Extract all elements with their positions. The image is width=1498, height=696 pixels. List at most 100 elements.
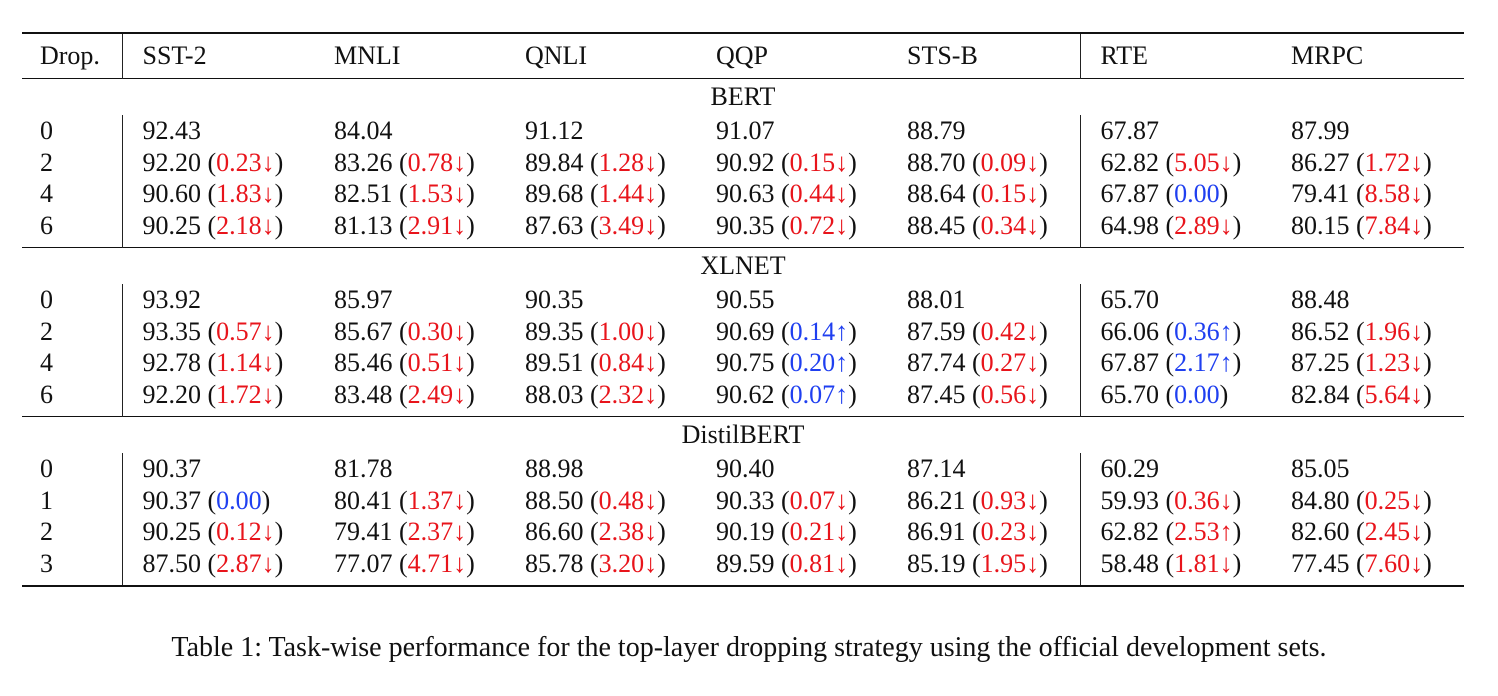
score-delta: 2.87↓ [216, 548, 275, 578]
score-delta: 0.36↑ [1174, 316, 1233, 346]
header-drop: Drop. [22, 32, 123, 79]
score-cell: 90.37 (0.00) [142, 485, 271, 515]
score-delta: 0.56↓ [980, 379, 1040, 409]
score-value: 92.78 [142, 348, 202, 377]
score-delta: 2.91↓ [407, 210, 467, 240]
score-value: 62.82 [1100, 517, 1160, 546]
score-value: 85.46 [334, 348, 393, 377]
score-cell: 90.33 (0.07↓) [716, 485, 857, 515]
score-cell: 86.27 (1.72↓) [1291, 147, 1432, 177]
score-cell: 87.63 (3.49↓) [525, 210, 666, 240]
score-delta: 7.60↓ [1364, 548, 1424, 578]
score-value: 65.70 [1100, 379, 1160, 409]
score-value: 93.92 [142, 285, 202, 314]
header-rte: RTE [1080, 32, 1271, 79]
score-cell: 85.78 (3.20↓) [505, 547, 696, 587]
score-cell: 85.46 (0.51↓) [334, 348, 475, 377]
drop-cell: 2 [22, 516, 123, 548]
score-value: 88.03 [525, 379, 584, 409]
table-row: 0 92.43 84.04 91.12 91.07 88.79 67.87 87.99 [22, 115, 1464, 147]
score-value: 89.68 [525, 179, 584, 208]
table-row: 3 87.50 (2.87↓) 77.07 (4.71↓) 85.78 (3.20↓)… [22, 547, 1464, 587]
score-delta: 0.15↓ [980, 179, 1040, 208]
score-cell: 88.50 (0.48↓) [525, 485, 666, 515]
score-delta: 1.72↓ [216, 379, 275, 409]
score-cell: 86.52 (1.96↓) [1291, 316, 1432, 346]
table-row: 2 92.20 (0.23↓) 83.26 (0.78↓) 89.84 (1.28↓)… [22, 146, 1464, 178]
score-delta: 0.57↓ [216, 316, 275, 346]
score-value: 92.20 [142, 147, 202, 177]
score-delta: 0.23↓ [980, 517, 1040, 546]
score-delta: 0.07↑ [789, 379, 849, 409]
results-table-container: Drop. SST-2 MNLI QNLI QQP STS-B RTE MRPC… [22, 32, 1464, 587]
score-delta: 0.00 [1174, 179, 1220, 208]
score-value: 86.91 [907, 517, 966, 546]
score-value: 66.06 [1100, 316, 1160, 346]
score-delta: 0.81↓ [789, 548, 849, 578]
score-delta: 0.42↓ [980, 316, 1040, 346]
score-value: 92.20 [142, 379, 202, 409]
score-cell: 88.64 (0.15↓) [887, 178, 1081, 210]
score-delta: 2.49↓ [407, 379, 467, 409]
score-delta: 1.00↓ [598, 316, 658, 346]
score-delta: 2.17↑ [1174, 348, 1233, 377]
score-value: 83.48 [334, 379, 393, 409]
score-value: 90.60 [142, 179, 202, 208]
score-cell: 88.45 (0.34↓) [887, 209, 1081, 248]
score-cell: 64.98 (2.89↓) [1100, 210, 1242, 240]
header-qnli: QNLI [505, 32, 696, 79]
score-cell: 90.60 (1.83↓) [142, 179, 284, 208]
score-cell: 65.70 [1080, 284, 1271, 316]
drop-cell: 0 [22, 115, 123, 147]
header-stsb: STS-B [887, 32, 1081, 79]
score-cell: 88.70 (0.09↓) [887, 146, 1081, 178]
score-value: 67.87 [1100, 116, 1160, 145]
table-body: BERT 0 92.43 84.04 91.12 91.07 88.79 67.87 87.99… [22, 78, 1464, 587]
score-cell: 86.21 (0.93↓) [887, 484, 1081, 516]
score-delta: 0.78↓ [407, 147, 467, 177]
group-title: BERT [22, 78, 1464, 115]
score-delta: 4.71↓ [407, 548, 467, 578]
score-value: 84.04 [334, 116, 393, 145]
header-mrpc: MRPC [1271, 32, 1464, 79]
score-value: 82.51 [334, 179, 393, 208]
score-cell: 92.43 [122, 115, 314, 147]
score-delta: 0.00 [1174, 379, 1220, 409]
score-cell: 79.41 (2.37↓) [334, 517, 475, 546]
score-cell: 92.20 (1.72↓) [142, 379, 284, 409]
score-cell: 82.84 (5.64↓) [1291, 379, 1432, 409]
score-value: 86.52 [1291, 316, 1350, 346]
score-value: 79.41 [334, 517, 393, 546]
score-cell: 90.19 (0.21↓) [716, 517, 857, 546]
score-cell: 89.68 (1.44↓) [525, 179, 666, 208]
group-title-row: XLNET [22, 247, 1464, 284]
score-delta: 1.23↓ [1364, 348, 1424, 377]
score-delta: 1.28↓ [598, 147, 658, 177]
score-value: 90.37 [142, 485, 202, 515]
score-cell: 80.41 (1.37↓) [334, 485, 475, 515]
score-delta: 0.14↑ [789, 316, 849, 346]
score-cell: 91.07 [696, 115, 887, 147]
score-delta: 0.30↓ [407, 316, 467, 346]
score-cell: 90.35 [505, 284, 696, 316]
score-cell: 86.91 (0.23↓) [887, 516, 1081, 548]
score-cell: 84.80 (0.25↓) [1291, 485, 1432, 515]
drop-cell: 2 [22, 315, 123, 347]
score-cell: 88.03 (2.32↓) [525, 379, 666, 409]
score-delta: 1.37↓ [407, 485, 467, 515]
score-cell: 87.14 [887, 453, 1081, 485]
score-value: 93.35 [142, 316, 202, 346]
score-value: 91.12 [525, 116, 584, 145]
table-row: 4 90.60 (1.83↓) 82.51 (1.53↓) 89.68 (1.44↓)… [22, 178, 1464, 210]
score-delta: 0.07↓ [789, 485, 849, 515]
score-value: 91.07 [716, 116, 775, 145]
score-delta: 0.20↑ [789, 348, 849, 377]
score-value: 77.45 [1291, 548, 1350, 578]
score-delta: 0.93↓ [980, 485, 1040, 515]
score-value: 86.27 [1291, 147, 1350, 177]
score-value: 87.25 [1291, 348, 1350, 377]
drop-cell: 4 [22, 178, 123, 210]
score-cell: 90.62 (0.07↑) [716, 379, 857, 409]
score-cell: 92.20 (0.23↓) [142, 147, 284, 177]
score-value: 85.19 [907, 548, 966, 578]
